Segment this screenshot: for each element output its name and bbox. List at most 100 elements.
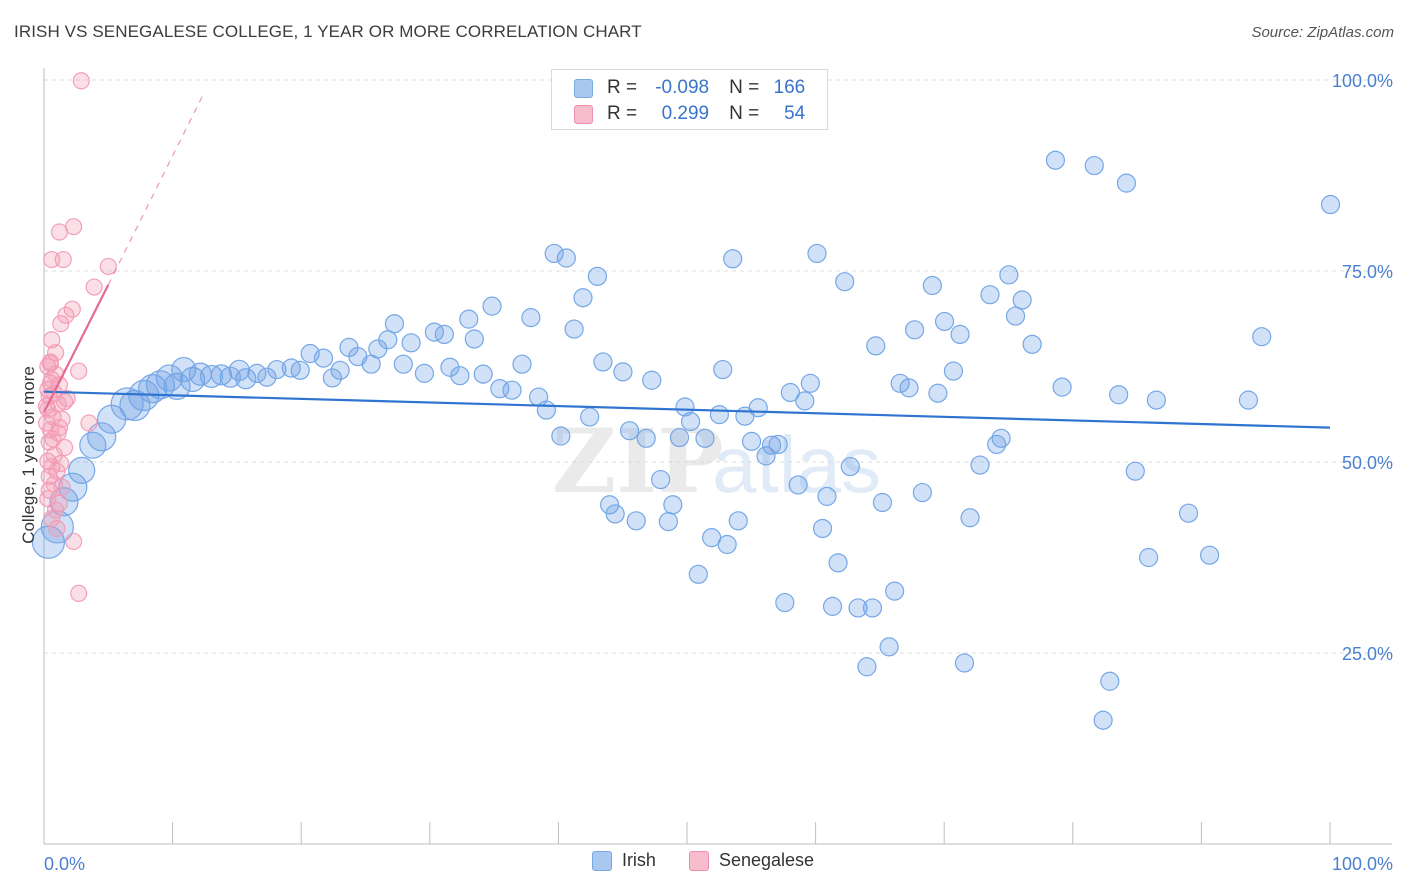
senegalese-point [72,72,90,90]
irish-point [1252,327,1272,347]
irish-trend-line [43,390,1331,429]
irish-point [247,363,267,383]
irish-point [943,361,964,381]
irish-point [587,266,608,286]
irish-point [756,446,776,466]
senegalese-point [52,454,70,473]
irish-point [709,405,730,425]
irish-point [1052,377,1072,397]
irish-point [464,329,484,349]
irish-point [857,657,877,677]
irish-point [378,330,398,350]
senegalese-point [50,419,69,437]
senegalese-point [64,532,83,551]
n-value: 166 [773,77,806,98]
irish-point [210,364,233,386]
r-value: -0.098 [655,77,710,98]
irish-point [1045,150,1066,170]
irish-point [675,397,695,417]
irish-point [1012,290,1032,310]
irish-point [490,379,510,399]
irish-point [741,431,762,451]
irish-point [313,348,334,368]
irish-point [872,492,893,513]
irish-point [780,382,800,403]
irish-point [905,320,925,340]
series-legend: Irish Senegalese [0,850,1406,876]
axes [43,68,1392,845]
irish-point [817,486,837,506]
senegalese-point [63,300,81,318]
irish-point [680,411,701,432]
irish-point [605,504,625,524]
irish-point [695,428,715,448]
irish-point [950,324,970,345]
senegalese-trend-line [43,284,110,413]
stats-row-irish: R = -0.098 N = 166 [574,75,805,101]
senegalese-point [57,306,75,324]
r-value: 0.299 [661,103,710,124]
senegalese-point [54,250,72,269]
irish-point [934,311,955,332]
irish-point [544,243,564,264]
irish-point [970,455,990,475]
x-tick-label: 100.0% [1332,854,1393,874]
legend-label-senegalese: Senegalese [718,850,815,870]
stats-row-senegalese: R = 0.299 N = 54 [574,101,805,127]
irish-point [1022,334,1042,354]
r-label: R = [607,103,638,124]
irish-point [219,366,241,388]
senegalese-point [70,362,88,380]
tick-labels: 25.0% 50.0% 75.0% 100.0% 0.0% 100.0% [44,71,1393,874]
irish-point [593,352,613,372]
irish-point [330,360,350,380]
irish-point [822,596,843,616]
irish-point [512,354,532,374]
irish-point [155,364,183,392]
irish-point [1320,194,1341,215]
irish-point [728,511,748,531]
senegalese-point [46,501,65,519]
irish-point [163,372,191,400]
irish-point [761,435,782,455]
irish-point [1093,710,1113,730]
y-tick-label: 100.0% [1332,71,1393,91]
senegalese-point [58,389,76,408]
irish-point [862,598,883,618]
data-points [31,72,1341,730]
irish-point [713,359,733,380]
legend-item-senegalese[interactable]: Senegalese [688,850,815,871]
irish-point [482,296,502,316]
irish-point [68,456,96,485]
irish-point [1146,390,1166,410]
irish-point [580,407,600,427]
grid-lines [44,79,1392,654]
irish-point [322,368,342,388]
irish-point [800,373,820,393]
irish-point [999,265,1019,285]
irish-point [1178,503,1199,523]
senegalese-swatch [688,850,709,871]
irish-point [1100,671,1120,691]
irish-point [459,309,479,329]
irish-swatch [574,78,593,98]
irish-point [414,363,435,383]
irish-point [49,487,79,517]
irish-point [928,383,948,403]
irish-point [450,366,470,386]
y-tick-label: 25.0% [1342,644,1393,664]
senegalese-point [41,354,60,373]
x-tick-label: 0.0% [44,854,85,874]
senegalese-point [85,278,103,296]
irish-point [890,373,910,393]
y-tick-label: 75.0% [1342,262,1393,282]
chart-title: IRISH VS SENEGALESE COLLEGE, 1 YEAR OR M… [14,22,642,41]
r-label: R = [607,77,638,98]
irish-point [922,275,942,296]
irish-point [835,272,855,292]
irish-point [1200,545,1220,565]
legend-item-irish[interactable]: Irish [591,850,656,871]
irish-swatch [591,850,612,871]
senegalese-point [48,519,66,538]
